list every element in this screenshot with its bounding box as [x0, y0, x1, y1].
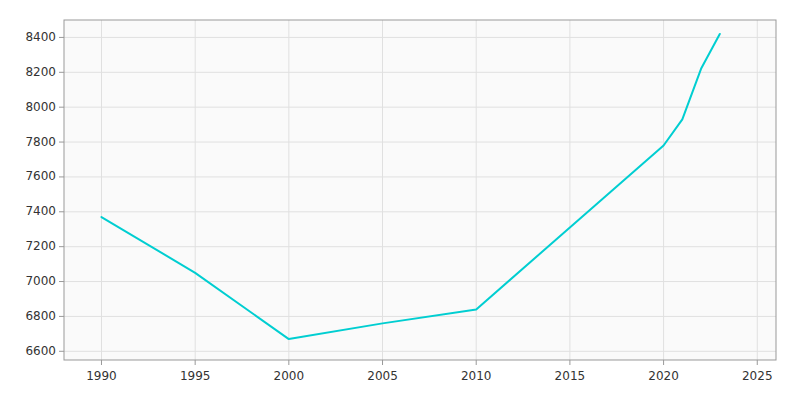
chart: 6600 6800 7000 7200 7400 7600 7800 8000 8200 8400… [0, 0, 800, 400]
y-grid-line [64, 176, 776, 177]
y-tick [59, 246, 64, 247]
x-tick [382, 360, 383, 365]
y-tick [59, 351, 64, 352]
y-tick-label: 8200 [25, 65, 56, 79]
x-grid-line [569, 20, 570, 360]
x-tick-label: 2010 [461, 369, 492, 383]
chart-container: 6600 6800 7000 7200 7400 7600 7800 8000 8200 8400… [0, 0, 800, 400]
plot-background [64, 20, 776, 360]
x-tick-label: 1995 [180, 369, 211, 383]
x-grid-line [663, 20, 664, 360]
x-tick [101, 360, 102, 365]
x-tick [757, 360, 758, 365]
y-tick [59, 142, 64, 143]
x-tick-label: 1990 [86, 369, 117, 383]
x-tick [195, 360, 196, 365]
grid [64, 20, 776, 360]
x-tick-label: 2015 [555, 369, 586, 383]
y-grid-line [64, 281, 776, 282]
y-grid-line [64, 72, 776, 73]
y-tick-label: 7200 [25, 239, 56, 253]
y-grid-line [64, 211, 776, 212]
y-tick-label: 6800 [25, 309, 56, 323]
x-tick-label: 2025 [742, 369, 773, 383]
x-tick [569, 360, 570, 365]
x-grid-line [195, 20, 196, 360]
x-grid-line [288, 20, 289, 360]
y-grid-line [64, 246, 776, 247]
y-grid-line [64, 37, 776, 38]
y-grid-line [64, 316, 776, 317]
x-grid-line [382, 20, 383, 360]
line [101, 34, 719, 339]
y-tick [59, 176, 64, 177]
x-grid-line [101, 20, 102, 360]
y-tick [59, 72, 64, 73]
x-tick [476, 360, 477, 365]
y-tick-label: 7000 [25, 274, 56, 288]
x-tick-label: 2005 [367, 369, 398, 383]
y-tick [59, 281, 64, 282]
x-grid-line [757, 20, 758, 360]
y-tick [59, 211, 64, 212]
y-tick-label: 7800 [25, 135, 56, 149]
y-grid-line [64, 107, 776, 108]
y-tick [59, 37, 64, 38]
y-tick [59, 316, 64, 317]
x-tick [288, 360, 289, 365]
x-tick-label: 2020 [648, 369, 679, 383]
x-tick [663, 360, 664, 365]
axes: 6600 6800 7000 7200 7400 7600 7800 8000 8200 8400… [25, 30, 772, 383]
plot-area [101, 34, 719, 339]
y-tick-label: 8400 [25, 30, 56, 44]
y-tick-label: 6600 [25, 344, 56, 358]
x-tick-label: 2000 [274, 369, 305, 383]
y-tick-label: 8000 [25, 100, 56, 114]
y-grid-line [64, 351, 776, 352]
y-grid-line [64, 142, 776, 143]
plot-frame [64, 20, 776, 360]
y-tick-label: 7400 [25, 204, 56, 218]
y-tick-label: 7600 [25, 169, 56, 183]
y-tick [59, 107, 64, 108]
